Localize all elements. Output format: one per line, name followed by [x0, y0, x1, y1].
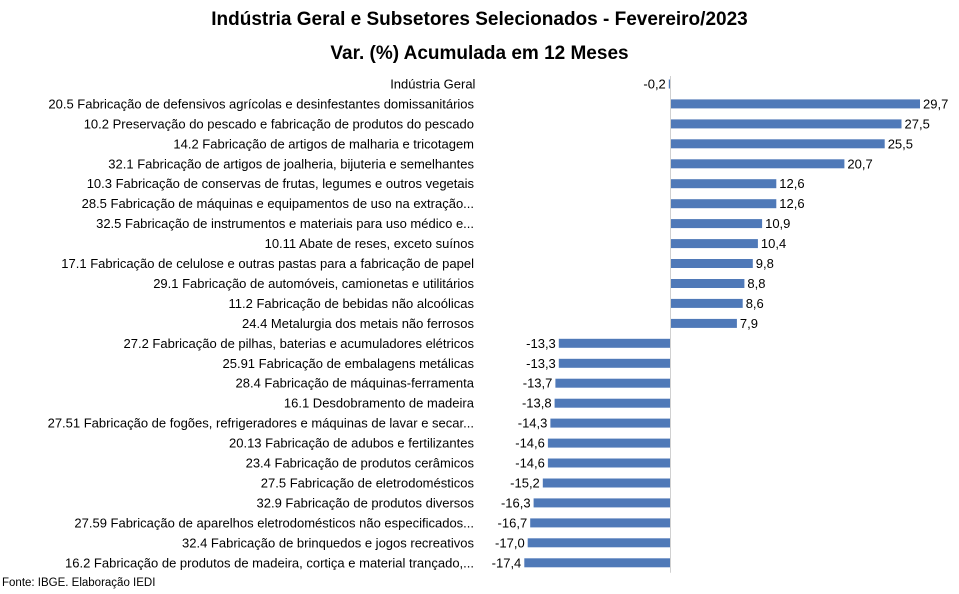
- bar: [670, 139, 885, 149]
- data-label: 27,5: [905, 116, 930, 131]
- bar: [558, 338, 671, 348]
- category-label: 32.5 Fabricação de instrumentos e materi…: [96, 216, 474, 231]
- data-label: 7,9: [740, 316, 758, 331]
- source-note: Fonte: IBGE. Elaboração IEDI: [2, 577, 156, 589]
- data-label: 10,9: [765, 216, 790, 231]
- category-label: 11.2 Fabricação de bebidas não alcoólica…: [229, 296, 475, 311]
- category-label: 27.51 Fabricação de fogões, refrigerador…: [48, 416, 474, 431]
- data-label: 29,7: [923, 96, 948, 111]
- category-label: 29.1 Fabricação de automóveis, camioneta…: [153, 276, 474, 291]
- bar: [670, 219, 763, 229]
- category-label: 27.2 Fabricação de pilhas, baterias e ac…: [124, 336, 475, 351]
- category-label: 28.5 Fabricação de máquinas e equipament…: [82, 196, 474, 211]
- category-label: 10.2 Preservação do pescado e fabricação…: [84, 116, 474, 131]
- data-label: -16,3: [501, 495, 531, 510]
- data-label: -13,3: [526, 336, 556, 351]
- data-label: -13,8: [522, 396, 552, 411]
- bar: [527, 538, 671, 548]
- bar: [670, 159, 845, 169]
- bar: [558, 358, 671, 368]
- category-label: 32.1 Fabricação de artigos de joalheria,…: [108, 156, 474, 171]
- bar: [550, 418, 671, 428]
- bar: [542, 478, 671, 488]
- data-label: -14,3: [518, 416, 548, 431]
- category-label: 14.2 Fabricação de artigos de malharia e…: [173, 136, 474, 151]
- category-label: 32.4 Fabricação de brinquedos e jogos re…: [182, 535, 474, 550]
- labels-layer: Indústria Geral -0,2 20.5 Fabricação de de…: [48, 77, 949, 571]
- bar: [670, 259, 753, 268]
- bar: [533, 498, 671, 508]
- category-label: 27.5 Fabricação de eletrodomésticos: [261, 476, 475, 491]
- category-label: 25.91 Fabricação de embalagens metálicas: [223, 356, 475, 371]
- data-label: -17,4: [492, 555, 522, 570]
- bar: [670, 179, 777, 189]
- bar: [670, 199, 777, 209]
- data-label: -16,7: [498, 515, 528, 530]
- chart-subtitle: Var. (%) Acumulada em 12 Meses: [330, 43, 629, 64]
- bar: [670, 298, 743, 308]
- chart-title: Indústria Geral e Subsetores Selecionado…: [211, 9, 748, 30]
- data-label: -13,3: [526, 356, 556, 371]
- data-label: 12,6: [779, 176, 804, 191]
- data-label: -17,0: [495, 535, 525, 550]
- data-label: -13,7: [523, 376, 553, 391]
- category-label: 16.1 Desdobramento de madeira: [284, 396, 475, 411]
- data-label: -14,6: [515, 456, 545, 471]
- bar: [670, 318, 737, 328]
- bar: [530, 518, 671, 528]
- data-label: 8,8: [747, 276, 765, 291]
- data-label: 25,5: [888, 136, 913, 151]
- data-label: 12,6: [779, 196, 804, 211]
- bar: [554, 398, 671, 408]
- bars-layer: [524, 79, 920, 568]
- bar: [555, 378, 671, 388]
- category-label: 24.4 Metalurgia dos metais não ferrosos: [242, 316, 474, 331]
- category-label: 20.13 Fabricação de adubos e fertilizant…: [229, 436, 474, 451]
- category-label: 23.4 Fabricação de produtos cerâmicos: [246, 456, 475, 471]
- bar: [670, 239, 758, 249]
- category-label: Indústria Geral: [390, 77, 475, 92]
- bar: [670, 279, 745, 288]
- category-label: 28.4 Fabricação de máquinas-ferramenta: [236, 376, 475, 391]
- category-label: 27.59 Fabricação de aparelhos eletrodomé…: [74, 515, 474, 530]
- category-label: 10.3 Fabricação de conservas de frutas, …: [87, 176, 475, 191]
- bar: [547, 438, 671, 448]
- data-label: 10,4: [761, 236, 786, 251]
- bar: [670, 99, 920, 109]
- data-label: -15,2: [510, 476, 540, 491]
- data-label: 20,7: [847, 156, 872, 171]
- data-label: -0,2: [643, 77, 665, 92]
- bar: [668, 79, 671, 89]
- bar: [524, 558, 671, 568]
- category-label: 20.5 Fabricação de defensivos agrícolas …: [48, 96, 474, 111]
- category-label: 17.1 Fabricação de celulose e outras pas…: [61, 256, 474, 271]
- category-label: 32.9 Fabricação de produtos diversos: [257, 495, 475, 510]
- category-label: 10.11 Abate de reses, exceto suínos: [265, 236, 475, 251]
- data-label: 8,6: [746, 296, 764, 311]
- data-label: -14,6: [515, 436, 545, 451]
- bar: [670, 119, 902, 129]
- bar: [547, 458, 671, 468]
- category-label: 16.2 Fabricação de produtos de madeira, …: [65, 555, 474, 570]
- data-label: 9,8: [756, 256, 774, 271]
